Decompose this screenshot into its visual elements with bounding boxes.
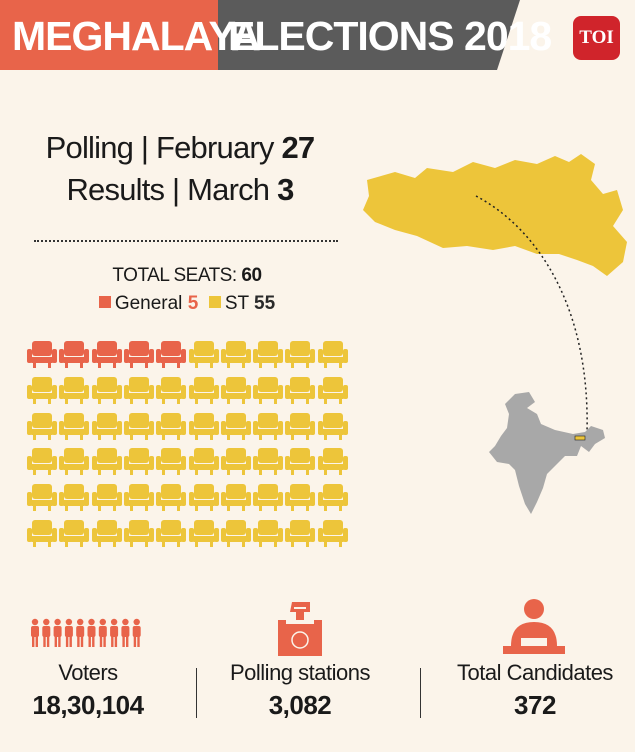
general-seat xyxy=(27,340,57,368)
st-seat xyxy=(27,376,57,404)
india-map xyxy=(489,392,605,514)
st-seat xyxy=(220,412,251,440)
total-seats: TOTAL SEATS: 60 xyxy=(112,265,262,286)
general-swatch xyxy=(98,296,111,308)
st-seat xyxy=(188,376,219,404)
polling-date: Polling | February 27 xyxy=(45,130,316,165)
st-seat xyxy=(188,412,219,440)
st-seat xyxy=(317,447,348,476)
seat-legend: General 5 ST 55 xyxy=(0,293,374,315)
st-seat xyxy=(285,412,316,440)
st-seat xyxy=(285,519,316,547)
general-seat xyxy=(59,340,90,368)
st-seat xyxy=(156,376,187,404)
st-seat xyxy=(220,519,251,547)
candidate-icon xyxy=(503,599,565,654)
st-seat xyxy=(220,340,251,368)
st-seat xyxy=(285,340,316,368)
voters-value: 18,30,104 xyxy=(32,690,144,720)
st-seat xyxy=(59,519,90,547)
title-part2: ELECTIONS 2018 xyxy=(228,13,552,59)
toi-logo[interactable]: TOI xyxy=(573,16,620,60)
st-seat xyxy=(317,376,348,404)
st-seat xyxy=(317,340,348,368)
st-seat xyxy=(27,412,57,440)
st-seat xyxy=(123,519,154,547)
st-seat xyxy=(253,340,284,368)
st-seat xyxy=(253,376,284,404)
st-seat xyxy=(156,412,187,440)
st-seat xyxy=(91,519,122,547)
st-seat xyxy=(123,483,154,512)
polling-stations-label: Polling stations xyxy=(230,660,370,685)
st-seat xyxy=(59,376,90,404)
st-seat xyxy=(188,519,219,547)
st-seat xyxy=(285,376,316,404)
st-seat xyxy=(317,412,348,440)
st-seat xyxy=(220,376,251,404)
st-seat xyxy=(27,519,57,547)
st-seat xyxy=(59,412,90,440)
st-seat xyxy=(156,483,187,512)
st-seat xyxy=(220,447,251,476)
st-seat xyxy=(253,519,284,547)
candidates-label: Total Candidates xyxy=(457,660,613,685)
general-seat xyxy=(91,340,122,368)
st-seat xyxy=(220,483,251,512)
st-seat xyxy=(91,447,122,476)
st-seat xyxy=(59,447,90,476)
st-seat xyxy=(188,483,219,512)
ballot-box-icon xyxy=(278,602,322,656)
st-seat xyxy=(91,376,122,404)
st-seat xyxy=(317,519,348,547)
st-seat xyxy=(59,483,90,512)
candidates-value: 372 xyxy=(514,690,556,720)
general-seat xyxy=(123,340,154,368)
polling-stations-value: 3,082 xyxy=(268,690,332,720)
st-seat xyxy=(188,340,219,368)
st-seat xyxy=(123,376,154,404)
meghalaya-map xyxy=(363,154,627,276)
st-seat xyxy=(27,447,57,476)
results-date: Results | March 3 xyxy=(66,172,294,207)
separator xyxy=(196,668,197,718)
general-seat xyxy=(156,340,187,368)
voters-label: Voters xyxy=(58,660,118,685)
st-seat xyxy=(123,412,154,440)
st-seat xyxy=(285,483,316,512)
separator xyxy=(420,668,421,718)
st-seat xyxy=(156,519,187,547)
title-part1: MEGHALAYA xyxy=(12,13,261,59)
st-seat xyxy=(188,447,219,476)
st-seat xyxy=(253,412,284,440)
title-banner: MEGHALAYA ELECTIONS 2018 xyxy=(0,0,552,70)
people-icon xyxy=(31,618,141,647)
st-seat xyxy=(27,483,57,512)
st-seat xyxy=(123,447,154,476)
st-seat xyxy=(253,483,284,512)
st-seat xyxy=(253,447,284,476)
banner-background xyxy=(0,0,520,70)
st-swatch xyxy=(208,296,221,308)
st-seat xyxy=(285,447,316,476)
st-seat xyxy=(91,483,122,512)
st-seat xyxy=(91,412,122,440)
st-seat xyxy=(317,483,348,512)
divider xyxy=(34,240,338,242)
st-seat xyxy=(156,447,187,476)
